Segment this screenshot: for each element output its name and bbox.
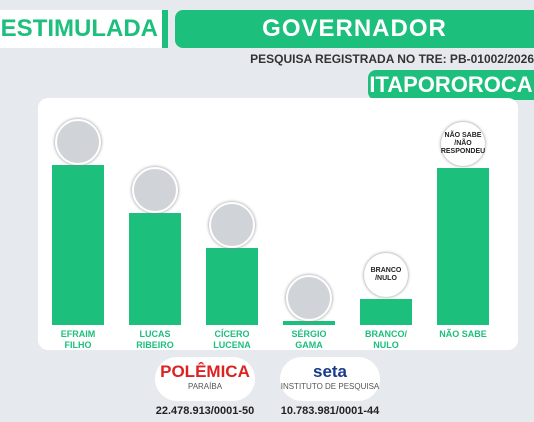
x-tick-label: SÉRGIO GAMA bbox=[291, 329, 327, 350]
logo: POLÊMICA PARAÍBA bbox=[155, 357, 255, 401]
logo-sub: PARAÍBA bbox=[187, 382, 223, 391]
logo-name: POLÊMICA bbox=[160, 362, 250, 381]
bar bbox=[52, 165, 104, 325]
x-tick-label: LUCAS RIBEIRO bbox=[136, 329, 174, 350]
bar bbox=[360, 299, 412, 325]
chart-title: GOVERNADOR bbox=[175, 10, 534, 48]
bar bbox=[206, 247, 258, 325]
bar bbox=[437, 167, 489, 325]
tag: ESTIMULADA bbox=[0, 10, 168, 48]
photo bbox=[286, 275, 332, 321]
photo bbox=[132, 166, 178, 213]
logo-name: seta bbox=[312, 362, 348, 381]
bar bbox=[283, 321, 335, 325]
x-tick-label: EFRAIM FILHO bbox=[60, 329, 96, 350]
cnpj: 22.478.913/0001-50 bbox=[155, 405, 255, 417]
bubble-label: BRANCO /NULO bbox=[364, 253, 408, 297]
location: ITAPOROROCA bbox=[368, 70, 534, 100]
subtitle: PESQUISA REGISTRADA NO TRE: PB-01002/202… bbox=[250, 52, 534, 66]
photo bbox=[209, 201, 255, 248]
cnpj: 10.783.981/0001-44 bbox=[280, 405, 380, 417]
photo bbox=[55, 119, 101, 165]
bar bbox=[129, 212, 181, 325]
x-tick-label: CÍCERO LUCENA bbox=[213, 329, 251, 350]
bubble-label: NÃO SABE /NÃO RESPONDEU bbox=[441, 121, 485, 166]
logo-sub: INSTITUTO DE PESQUISA bbox=[280, 382, 380, 391]
logo: seta INSTITUTO DE PESQUISA bbox=[280, 357, 380, 401]
x-tick-label: NÃO SABE bbox=[439, 329, 487, 339]
x-tick-label: BRANCO/ NULO bbox=[365, 329, 407, 350]
